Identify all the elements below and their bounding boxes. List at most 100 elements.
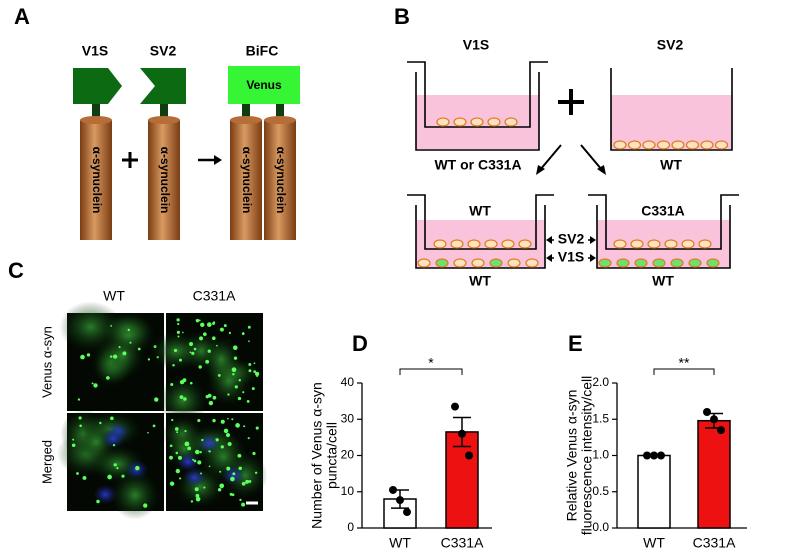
puncta [237, 453, 242, 458]
y-tick-label: 0.0 [592, 520, 609, 534]
puncta [231, 418, 234, 421]
puncta [238, 379, 241, 382]
puncta [112, 443, 116, 447]
puncta [82, 476, 87, 480]
cylinder [148, 120, 180, 240]
puncta [193, 347, 197, 351]
puncta [194, 487, 199, 492]
puncta [241, 481, 246, 486]
puncta [219, 327, 224, 332]
arrow-head [546, 254, 552, 262]
puncta [169, 444, 173, 448]
puncta [232, 373, 235, 376]
puncta [189, 351, 192, 354]
puncta [176, 431, 179, 434]
insert [407, 194, 554, 250]
cell [436, 117, 450, 127]
x-tick-label: C331A [693, 535, 736, 551]
arrow-head [546, 236, 552, 244]
cell [706, 258, 720, 268]
puncta [231, 367, 237, 373]
puncta [177, 455, 182, 460]
nucleus [197, 433, 222, 454]
label: WT [652, 273, 674, 289]
bar [445, 431, 479, 529]
puncta [239, 498, 242, 502]
cells [613, 140, 729, 150]
label: SV2 [558, 231, 585, 247]
puncta [197, 460, 202, 465]
puncta [202, 332, 207, 337]
data-point [710, 415, 718, 424]
cell [433, 239, 447, 249]
row-label: Venus α-syn [39, 326, 54, 398]
cell [671, 140, 685, 150]
puncta [72, 438, 75, 441]
puncta [205, 394, 209, 399]
puncta [200, 472, 202, 475]
cell [417, 258, 431, 268]
puncta [113, 463, 117, 467]
cylinder [80, 120, 112, 240]
cell [688, 258, 702, 268]
label: C331A [641, 203, 685, 219]
puncta [137, 347, 141, 351]
puncta [147, 431, 149, 434]
label: V1S [82, 43, 108, 59]
puncta [80, 354, 85, 360]
puncta [195, 318, 200, 323]
cell [471, 258, 485, 268]
puncta [231, 493, 235, 497]
puncta [208, 400, 214, 406]
panel-b: V1S WT or C331A SV2 WT WT WT C331A WT SV… [407, 37, 739, 289]
x-tick-label: C331A [441, 535, 484, 551]
puncta [183, 397, 187, 401]
puncta [220, 419, 225, 424]
cell [598, 258, 612, 268]
cylinder-top [80, 116, 112, 124]
cell [630, 239, 644, 249]
puncta [195, 496, 201, 502]
puncta [212, 418, 216, 423]
puncta [194, 449, 200, 455]
significance: * [428, 355, 434, 371]
label: V1S [463, 37, 489, 53]
column-label: WT [103, 288, 125, 304]
row-label: Merged [39, 440, 54, 484]
puncta [169, 455, 173, 460]
label: WT or C331A [434, 157, 521, 173]
x-tick-label: WT [389, 535, 411, 551]
puncta [76, 472, 79, 475]
puncta [135, 465, 140, 471]
puncta [169, 481, 175, 486]
cell [664, 239, 678, 249]
y-axis-label: puncta/cell [324, 422, 340, 489]
medium [611, 95, 732, 149]
puncta [223, 428, 229, 434]
cell [652, 258, 666, 268]
bar [637, 454, 671, 529]
puncta [208, 465, 211, 468]
label: BiFC [246, 43, 279, 59]
data-point [451, 402, 459, 411]
data-point [650, 451, 658, 460]
puncta [251, 387, 255, 391]
puncta [245, 479, 249, 484]
puncta [190, 500, 194, 503]
puncta [175, 451, 179, 455]
puncta [198, 365, 202, 369]
y-tick-label: 20 [341, 448, 355, 462]
panel-label: D [352, 331, 368, 356]
puncta [177, 322, 180, 326]
insert [588, 194, 739, 250]
puncta [127, 328, 130, 332]
puncta [205, 359, 210, 364]
puncta [177, 335, 180, 338]
arrow-head [590, 236, 596, 244]
puncta [256, 374, 259, 378]
cell [467, 239, 481, 249]
puncta [212, 336, 216, 341]
puncta [200, 322, 205, 327]
plus [558, 89, 584, 115]
